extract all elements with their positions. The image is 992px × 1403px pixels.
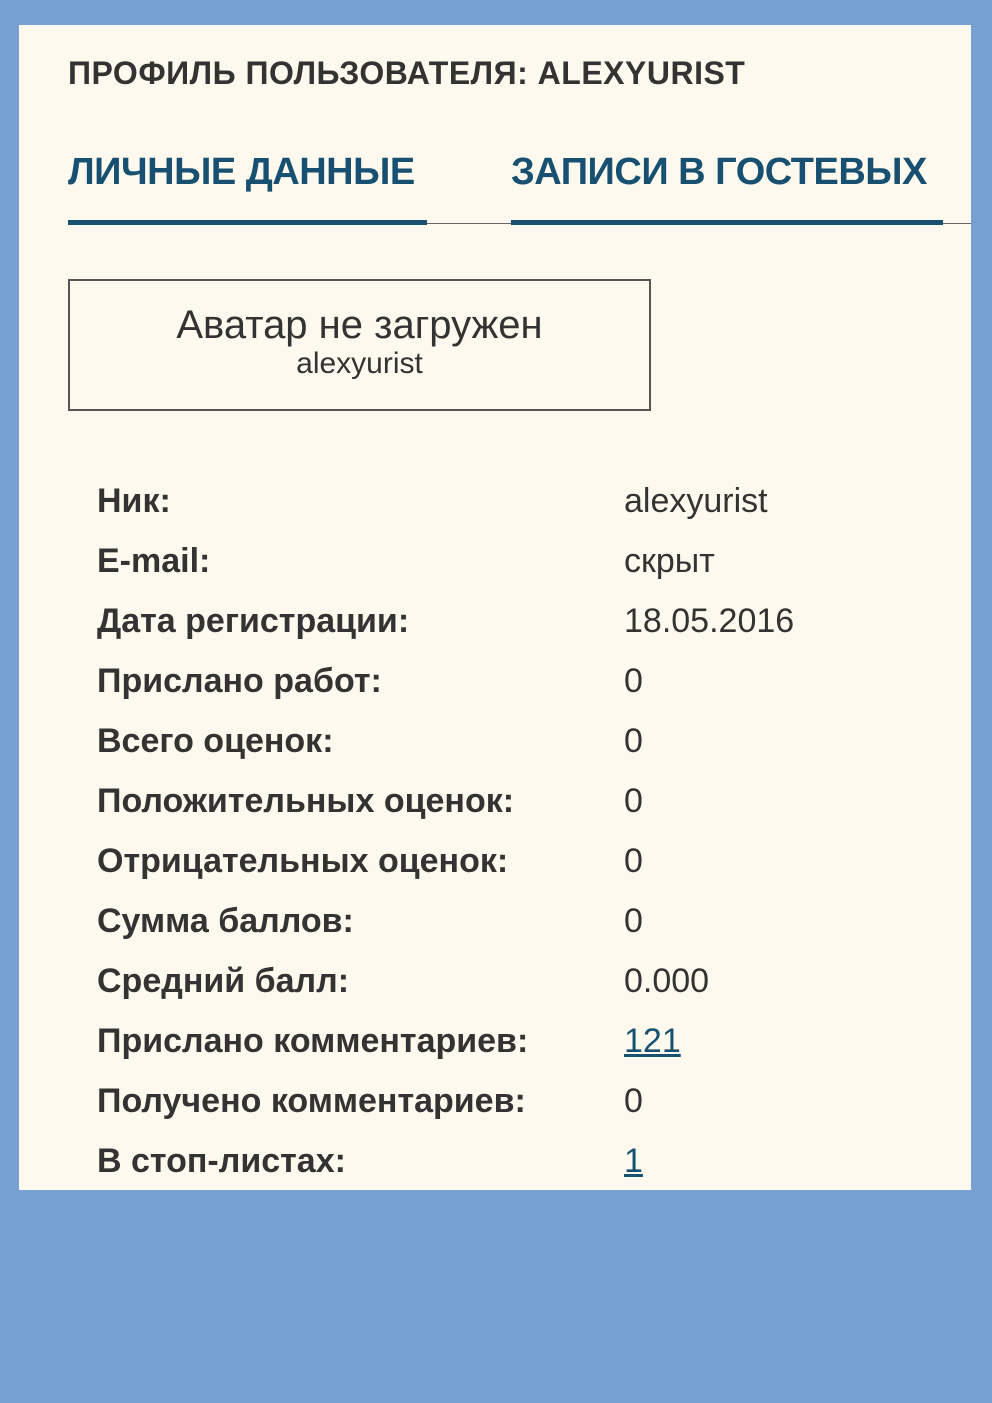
stat-label: E-mail: — [97, 542, 211, 580]
stat-label: Прислано работ: — [97, 662, 382, 700]
avatar-username: alexyurist — [296, 347, 423, 380]
stat-label: Всего оценок: — [97, 722, 334, 760]
avatar-status: Аватар не загружен — [176, 303, 543, 347]
page-title: ПРОФИЛЬ ПОЛЬЗОВАТЕЛЯ: ALEXYURIST — [68, 55, 746, 91]
tab-guestbook-entries[interactable]: ЗАПИСИ В ГОСТЕВЫХ — [511, 151, 943, 225]
stat-value-link[interactable]: 1 — [624, 1142, 643, 1180]
tab-personal-data[interactable]: ЛИЧНЫЕ ДАННЫЕ — [68, 151, 427, 225]
stat-label: Сумма баллов: — [97, 902, 354, 940]
stat-value: alexyurist — [624, 482, 768, 520]
stat-value: 0 — [624, 782, 643, 820]
stat-value: 0.000 — [624, 962, 710, 1000]
stat-value: скрыт — [624, 542, 715, 580]
stat-value: 0 — [624, 1082, 643, 1120]
stat-value: 0 — [624, 842, 643, 880]
stat-value: 0 — [624, 722, 643, 760]
stat-value: 18.05.2016 — [624, 602, 795, 640]
stat-label: Получено комментариев: — [97, 1082, 526, 1120]
profile-panel: ПРОФИЛЬ ПОЛЬЗОВАТЕЛЯ: ALEXYURIST ЛИЧНЫЕ … — [19, 25, 971, 1190]
avatar-placeholder: Аватар не загружен alexyurist — [68, 279, 651, 411]
stat-value: 0 — [624, 662, 643, 700]
stat-value-link[interactable]: 121 — [624, 1022, 681, 1060]
stat-label: Отрицательных оценок: — [97, 842, 509, 880]
stat-label: Ник: — [97, 482, 171, 520]
stat-label: В стоп-листах: — [97, 1142, 346, 1180]
stat-label: Средний балл: — [97, 962, 350, 1000]
stat-value: 0 — [624, 902, 643, 940]
stat-label: Прислано комментариев: — [97, 1022, 529, 1060]
stat-label: Положительных оценок: — [97, 782, 515, 820]
stat-label: Дата регистрации: — [97, 602, 410, 640]
